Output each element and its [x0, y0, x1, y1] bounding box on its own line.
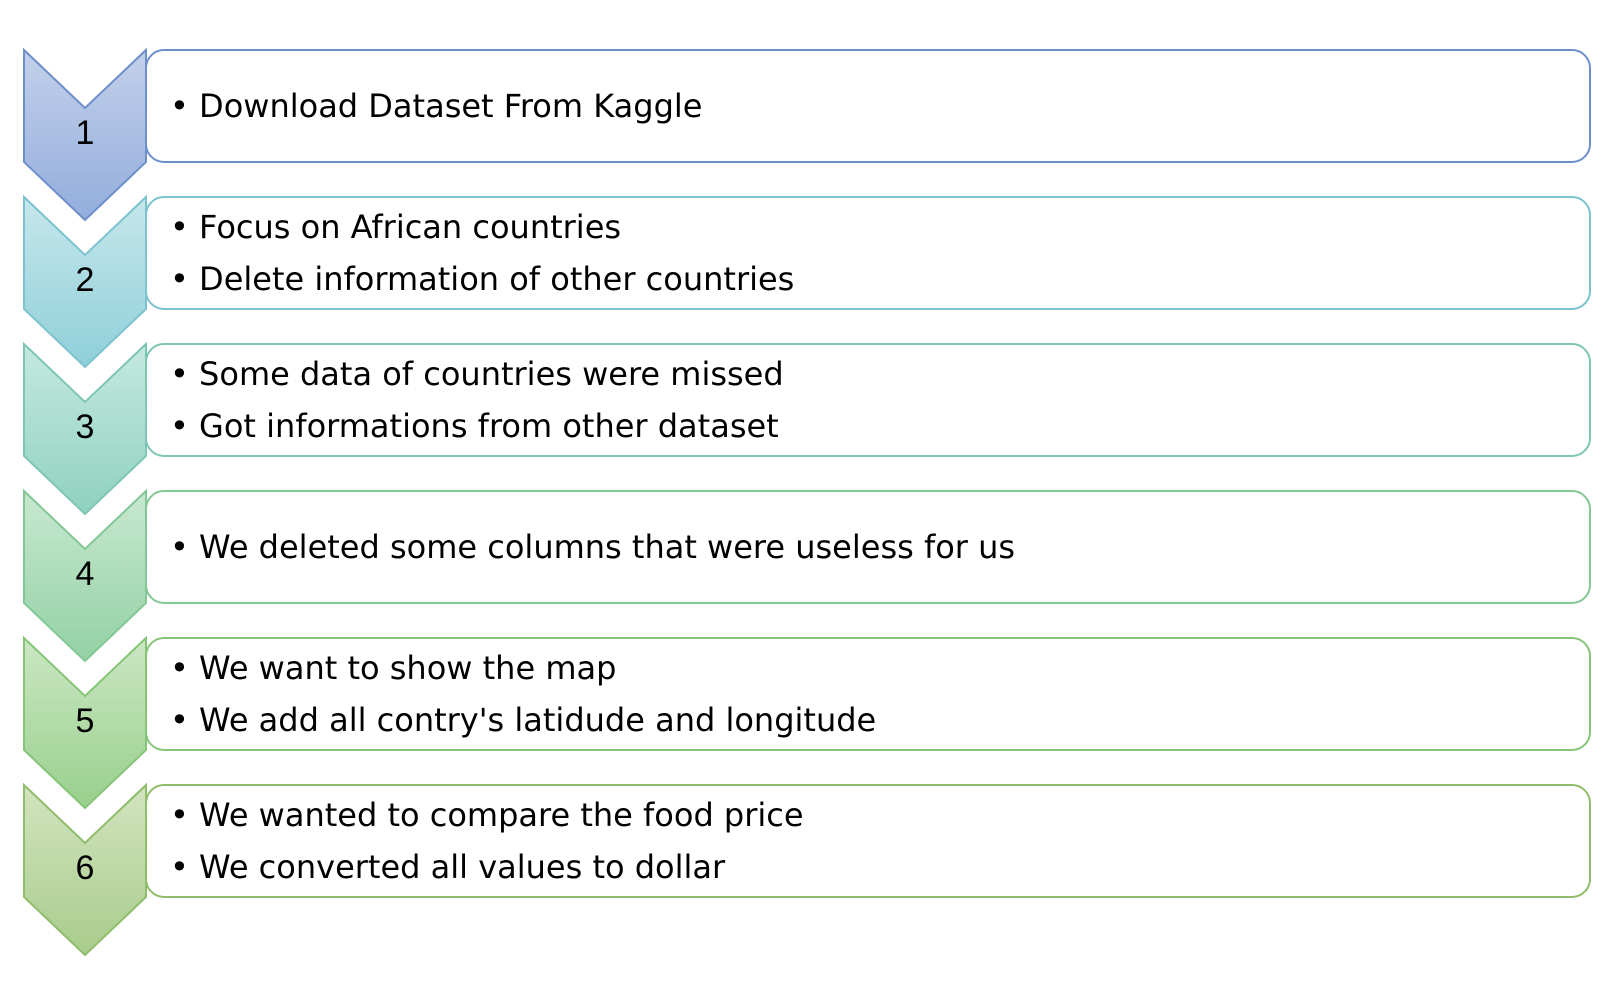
step-6-bullet-1: • We wanted to compare the food price	[170, 796, 804, 834]
step-chevron-2	[23, 194, 147, 369]
step-2-bullet-1: • Focus on African countries	[170, 208, 621, 246]
step-chevron-1	[23, 47, 147, 222]
step-6-bullet-2: • We converted all values to dollar	[170, 848, 726, 886]
step-chevron-6	[23, 782, 147, 957]
step-number-5: 5	[76, 702, 95, 740]
step-number-6: 6	[76, 849, 95, 887]
step-chevrons: 1 2 3 4 5 6	[23, 47, 147, 957]
step-chevron-4	[23, 488, 147, 663]
step-1-bullet-1: • Download Dataset From Kaggle	[170, 87, 702, 125]
step-5-bullet-1: • We want to show the map	[170, 649, 616, 687]
step-2-bullet-2: • Delete information of other countries	[170, 260, 794, 298]
step-boxes: • Download Dataset From Kaggle • Focus on…	[145, 49, 1591, 898]
step-number-3: 3	[76, 408, 95, 446]
step-number-1: 1	[76, 114, 95, 152]
step-5-bullet-2: • We add all contry's latidude and longi…	[170, 701, 876, 739]
step-number-2: 2	[76, 261, 95, 299]
step-4-bullet-1: • We deleted some columns that were usel…	[170, 528, 1015, 566]
step-chevron-5	[23, 635, 147, 810]
step-3-bullet-2: • Got informations from other dataset	[170, 407, 779, 445]
step-3-bullet-1: • Some data of countries were missed	[170, 355, 784, 393]
step-number-4: 4	[76, 555, 95, 593]
step-chevron-3	[23, 341, 147, 516]
